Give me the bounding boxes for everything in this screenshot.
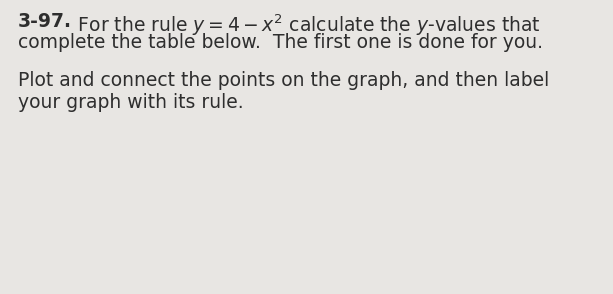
Text: For the rule $y=4-x^2$ calculate the $y$-values that: For the rule $y=4-x^2$ calculate the $y$…	[72, 12, 541, 38]
Text: complete the table below.  The first one is done for you.: complete the table below. The first one …	[18, 34, 543, 53]
Text: 3-97.: 3-97.	[18, 12, 72, 31]
Text: Plot and connect the points on the graph, and then label: Plot and connect the points on the graph…	[18, 71, 549, 91]
Text: your graph with its rule.: your graph with its rule.	[18, 93, 243, 112]
